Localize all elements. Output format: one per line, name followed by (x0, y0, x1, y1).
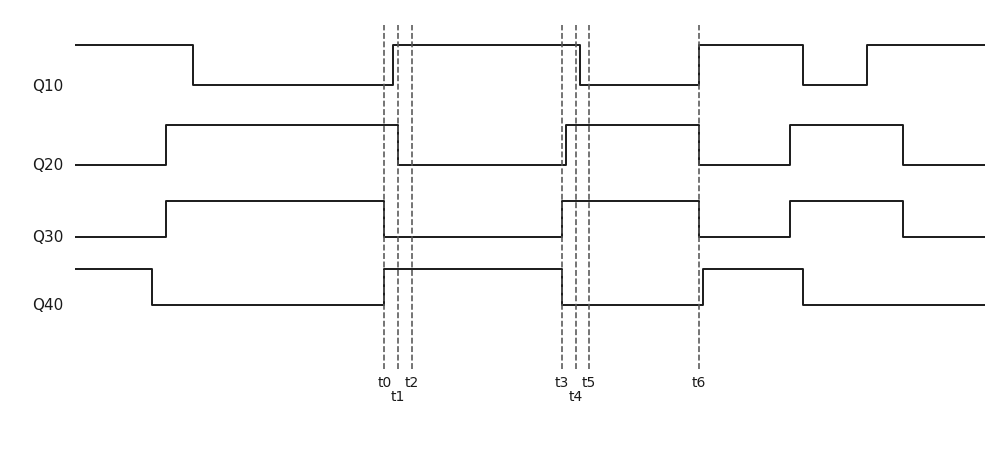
Text: t1: t1 (391, 389, 405, 404)
Text: t2: t2 (404, 375, 419, 389)
Text: t0: t0 (377, 375, 391, 389)
Text: t3: t3 (555, 375, 569, 389)
Text: t4: t4 (568, 389, 583, 404)
Text: Q30: Q30 (32, 230, 64, 245)
Text: Q40: Q40 (32, 298, 64, 313)
Text: t6: t6 (691, 375, 706, 389)
Text: Q20: Q20 (32, 158, 64, 173)
Text: Q10: Q10 (32, 79, 64, 93)
Text: t5: t5 (582, 375, 596, 389)
